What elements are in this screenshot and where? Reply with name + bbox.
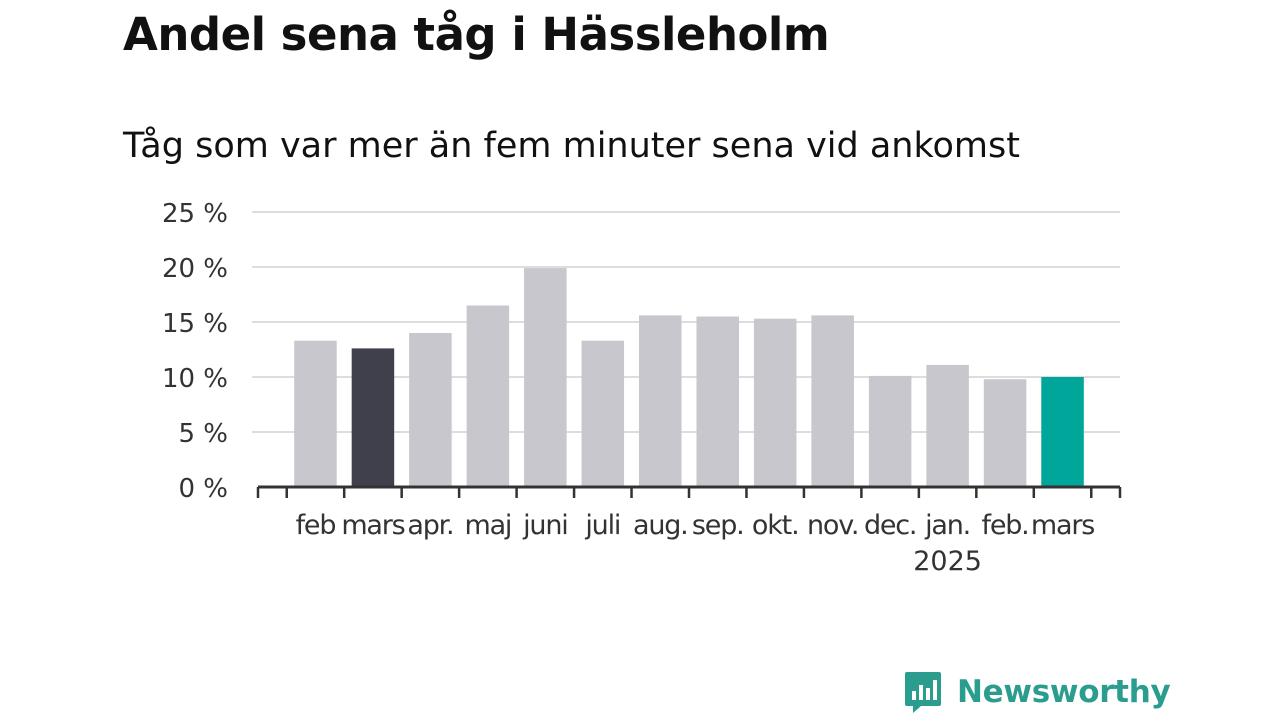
x-tick-label: feb. bbox=[982, 510, 1029, 541]
bar-12 bbox=[926, 364, 969, 487]
x-tick-label: mars bbox=[1031, 510, 1094, 541]
y-tick-label: 25 % bbox=[162, 199, 228, 229]
x-tick-label: maj bbox=[464, 510, 511, 541]
bar-7 bbox=[639, 315, 682, 487]
newsworthy-logo: Newsworthy bbox=[903, 670, 1171, 714]
x-tick-label: sep. bbox=[692, 510, 744, 541]
bar-3 bbox=[409, 333, 452, 487]
x-tick-label: okt. bbox=[752, 510, 799, 541]
chart-title: Andel sena tåg i Hässleholm bbox=[123, 8, 830, 61]
gridlines bbox=[252, 211, 1120, 433]
bar-1 bbox=[294, 340, 337, 487]
bar-6 bbox=[581, 340, 625, 487]
y-tick-label: 15 % bbox=[162, 309, 228, 339]
x-axis-tick-labels: feb mars apr. maj juni juli aug. sep. okt. nov. de… bbox=[296, 510, 1096, 577]
bar-10 bbox=[811, 315, 854, 487]
y-tick-label: 10 % bbox=[162, 364, 228, 394]
x-tick-label: juni bbox=[522, 510, 567, 541]
bar-2 bbox=[351, 348, 395, 487]
bar-8 bbox=[696, 316, 739, 487]
x-tick-label: juli bbox=[584, 510, 620, 541]
x-tick-label: mars bbox=[341, 510, 404, 541]
x-tick-label: aug. bbox=[633, 510, 688, 541]
bars bbox=[294, 268, 1084, 487]
y-tick-label: 20 % bbox=[162, 254, 228, 284]
bar-11 bbox=[868, 375, 912, 487]
bar-4 bbox=[466, 305, 510, 487]
x-year-label: 2025 bbox=[913, 546, 982, 577]
bar-14 bbox=[1041, 377, 1084, 487]
x-tick-label: apr. bbox=[407, 510, 453, 541]
bar-5 bbox=[524, 268, 567, 487]
y-tick-label: 5 % bbox=[178, 419, 228, 449]
bar-13 bbox=[983, 379, 1027, 487]
x-axis bbox=[256, 485, 1122, 498]
y-axis-tick-labels: 0 % 5 % 10 % 15 % 20 % 25 % bbox=[162, 199, 228, 504]
x-tick-label: nov. bbox=[807, 510, 858, 541]
bar-chart-speech-bubble-icon bbox=[905, 672, 941, 713]
x-tick-label: jan. bbox=[924, 510, 970, 541]
brand-name: Newsworthy bbox=[957, 674, 1171, 710]
y-tick-label: 0 % bbox=[178, 474, 228, 504]
chart-subtitle: Tåg som var mer än fem minuter sena vid … bbox=[123, 126, 1020, 166]
bar-9 bbox=[753, 318, 797, 487]
x-tick-label: feb bbox=[296, 510, 336, 541]
x-tick-label: dec. bbox=[864, 510, 916, 541]
